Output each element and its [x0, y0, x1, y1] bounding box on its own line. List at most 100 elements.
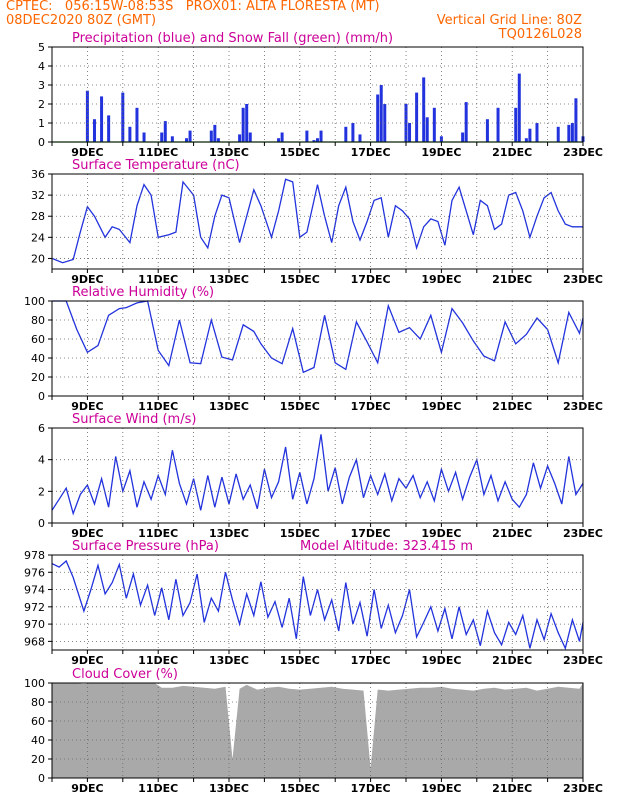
precip-bar: [517, 73, 521, 142]
wind-ytick-label: 6: [38, 422, 45, 435]
precip-bar: [85, 90, 89, 142]
precip-bar: [100, 96, 104, 142]
wind-ytick-label: 0: [38, 517, 45, 530]
precip-bar: [358, 134, 362, 142]
precip-bar: [514, 107, 518, 142]
humidity-xtick-label: 13DEC: [209, 400, 249, 413]
precip-bar: [163, 121, 167, 142]
wind-xtick-label: 13DEC: [209, 527, 249, 540]
wind-xtick-label: 21DEC: [492, 527, 532, 540]
precip-ytick-label: 2: [38, 98, 45, 111]
precip-bar: [422, 77, 426, 142]
precip-bar: [556, 126, 560, 142]
precip-bar: [245, 104, 249, 142]
precip-bar: [524, 138, 528, 142]
precip-ytick-label: 3: [38, 79, 45, 92]
precip-bar: [238, 134, 242, 142]
cloud-ytick-label: 80: [31, 696, 45, 709]
humidity-frame: [51, 300, 584, 397]
pressure-ytick-label: 968: [24, 635, 45, 648]
precip-bar: [188, 130, 192, 142]
pressure-ytick-label: 974: [24, 584, 45, 597]
precip-xtick-label: 17DEC: [351, 146, 391, 159]
header-model-id: TQ0126L028: [498, 27, 582, 42]
precip-bar: [344, 126, 348, 142]
precip-bar: [107, 115, 111, 142]
cloud-xtick-label: 21DEC: [492, 782, 532, 795]
temperature-ytick-label: 36: [31, 168, 45, 181]
temperature-xtick-label: 17DEC: [351, 273, 391, 286]
temperature-xtick-label: 9DEC: [71, 273, 103, 286]
precip-bar: [415, 92, 419, 142]
header-station-line: CPTEC: 056:15W-08:53S PROX01: ALTA FLORE…: [6, 0, 380, 14]
temperature-ytick-label: 32: [31, 189, 45, 202]
precip-bar: [351, 123, 355, 142]
cloud-title: Cloud Cover (%): [72, 667, 178, 682]
cloud-xtick-label: 19DEC: [421, 782, 461, 795]
header-grid-line-note: Vertical Grid Line: 80Z: [436, 13, 582, 28]
cloud-frame: [51, 682, 584, 779]
precip-bar: [574, 98, 578, 142]
humidity-ytick-label: 20: [31, 371, 45, 384]
temperature-xtick-label: 13DEC: [209, 273, 249, 286]
pressure-xtick-label: 19DEC: [421, 654, 461, 667]
pressure-xtick-label: 23DEC: [563, 654, 603, 667]
cloud-area: [52, 683, 583, 778]
precip-ytick-label: 5: [38, 41, 45, 54]
temperature-xtick-label: 23DEC: [563, 273, 603, 286]
humidity-ytick-label: 60: [31, 333, 45, 346]
precip-bar: [142, 132, 146, 142]
humidity-xtick-label: 21DEC: [492, 400, 532, 413]
precip-xtick-label: 23DEC: [563, 146, 603, 159]
precip-bar: [376, 94, 380, 142]
wind-xtick-label: 23DEC: [563, 527, 603, 540]
humidity-ytick-label: 40: [31, 352, 45, 365]
cloud-xtick-label: 15DEC: [280, 782, 320, 795]
precip-bar: [121, 92, 125, 142]
precip-bar: [570, 123, 574, 142]
precip-bar: [461, 132, 465, 142]
precip-bar: [170, 136, 174, 142]
precip-xtick-label: 21DEC: [492, 146, 532, 159]
precip-bar: [425, 117, 429, 142]
wind-xtick-label: 15DEC: [280, 527, 320, 540]
humidity-ytick-label: 80: [31, 314, 45, 327]
cloud-xtick-label: 23DEC: [563, 782, 603, 795]
precip-bar: [92, 119, 96, 142]
precip-bar: [248, 132, 252, 142]
wind-frame: [51, 427, 584, 524]
precip-bar: [185, 138, 189, 142]
pressure-xtick-label: 11DEC: [138, 654, 178, 667]
precip-bar: [216, 138, 220, 142]
precip-ytick-label: 4: [38, 60, 45, 73]
humidity-xtick-label: 9DEC: [71, 400, 103, 413]
temperature-xtick-label: 15DEC: [280, 273, 320, 286]
precip-bar: [280, 132, 284, 142]
pressure-xtick-label: 15DEC: [280, 654, 320, 667]
cloud-ytick-label: 60: [31, 715, 45, 728]
precip-bar: [241, 107, 245, 142]
precip-bar: [305, 130, 309, 142]
cloud-ytick-label: 20: [31, 753, 45, 766]
precip-bar: [312, 140, 316, 142]
temperature-line: [51, 178, 583, 264]
precip-bar: [379, 85, 383, 142]
precip-bar: [535, 123, 539, 142]
wind-ytick-label: 4: [38, 454, 45, 467]
temperature-frame: [51, 173, 584, 270]
precip-bar: [485, 119, 489, 142]
cloud-ytick-label: 100: [24, 677, 45, 690]
humidity-xtick-label: 17DEC: [351, 400, 391, 413]
pressure-ytick-label: 972: [24, 601, 45, 614]
header-date-line: 08DEC2020 80Z (GMT): [6, 13, 157, 28]
pressure-annotation: Model Altitude: 323.415 m: [300, 539, 473, 554]
pressure-ytick-label: 970: [24, 618, 45, 631]
precip-bar: [128, 126, 132, 142]
humidity-line: [52, 300, 584, 374]
precip-bar: [213, 124, 217, 142]
temperature-ytick-label: 24: [31, 231, 45, 244]
wind-xtick-label: 9DEC: [71, 527, 103, 540]
temperature-xtick-label: 11DEC: [138, 273, 178, 286]
temperature-title: Surface Temperature (nC): [72, 158, 240, 173]
precip-xtick-label: 15DEC: [280, 146, 320, 159]
